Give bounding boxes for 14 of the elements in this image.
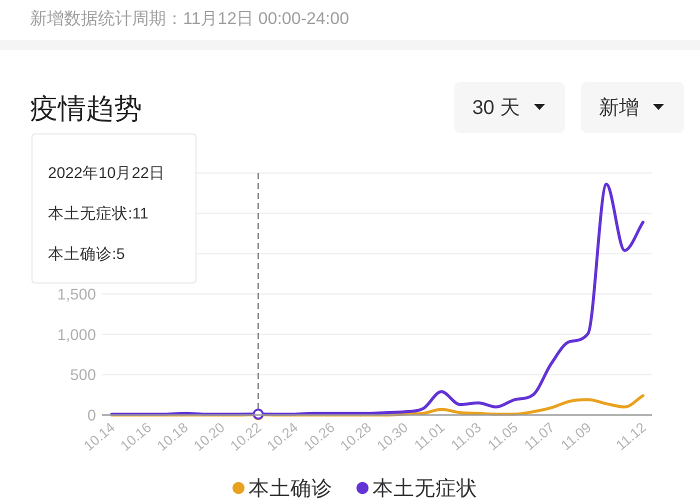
- annotation: 本土无症状:11: [48, 204, 148, 222]
- subtitle: 新增数据统计周期：11月12日 00:00-24:00: [30, 9, 350, 28]
- y-tick-label: 1,000: [57, 326, 96, 344]
- title: 疫情趋势: [30, 93, 142, 124]
- legend-label: 本土无症状: [372, 477, 478, 500]
- y-tick-label: 1,500: [57, 286, 96, 304]
- y-tick-label: 0: [87, 408, 96, 424]
- annotation: 2022年10月22日: [48, 165, 165, 182]
- annotation: 本土确诊:5: [48, 245, 125, 263]
- tooltip: 2022年10月22日 本土无症状:11 本土确诊:5: [32, 134, 196, 284]
- legend-label: 本土确诊: [248, 477, 332, 500]
- dropdown: 新增: [581, 82, 684, 133]
- y-tick-label: 500: [70, 367, 96, 384]
- dropdown: 30 天: [454, 82, 565, 133]
